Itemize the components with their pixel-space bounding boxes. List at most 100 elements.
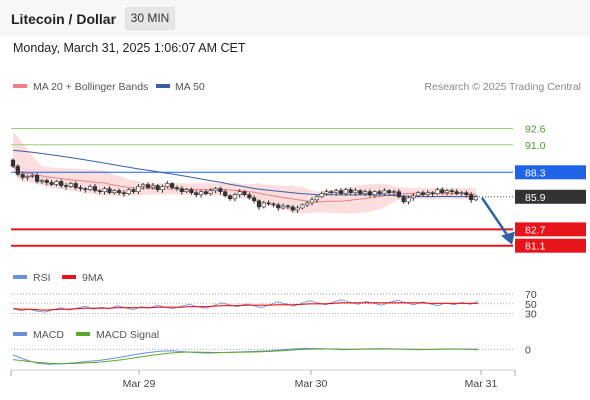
candle-body [208, 190, 213, 195]
candle-body [416, 192, 421, 197]
candle-body [276, 204, 281, 209]
candle-body [73, 183, 78, 188]
candle-body [160, 186, 165, 190]
candle-body [10, 159, 16, 167]
rsi-9ma-line [12, 302, 478, 311]
legend-swatch-macd [13, 332, 27, 336]
candle-body [309, 199, 315, 204]
instrument-title: Litecoin / Dollar [11, 11, 117, 27]
candle-body [189, 189, 194, 193]
candle-body [121, 192, 127, 195]
level-box-85.9 [515, 189, 586, 204]
candle-body [290, 206, 295, 211]
candle-body [305, 202, 310, 206]
legend-label-macd: MACD [33, 329, 64, 341]
macd-line [12, 347, 479, 365]
candle-body [227, 195, 233, 200]
candle-body [102, 188, 107, 192]
legend-label-9ma: 9MA [82, 272, 104, 284]
candle-body [435, 189, 440, 195]
candle-body [218, 188, 223, 192]
candle-body [150, 185, 155, 188]
candle-body [377, 191, 382, 195]
candle-body [30, 175, 35, 177]
legend-label-macd-signal: MACD Signal [96, 329, 159, 341]
candle-body [420, 192, 426, 196]
credit-text: Research © 2025 Trading Central [424, 81, 581, 93]
candle-body [425, 192, 430, 196]
legend-swatch-macd-signal [76, 332, 90, 336]
candle-body [449, 190, 454, 192]
x-tick-label: Mar 30 [295, 378, 328, 390]
level-box-82.7 [515, 222, 586, 237]
candle-body [165, 183, 170, 187]
candle-body [131, 189, 136, 192]
candle-body [117, 190, 122, 193]
candle-body [39, 180, 45, 182]
candle-body [362, 191, 368, 195]
candle-body [92, 186, 98, 191]
candle-body [126, 189, 131, 195]
legend-swatch-ma50 [156, 84, 170, 88]
candle-body [59, 181, 64, 186]
candle-body [353, 190, 358, 193]
level-box-81.1 [515, 238, 586, 253]
candle-body [406, 197, 411, 203]
candle-body [184, 189, 189, 192]
candle-body [348, 189, 353, 193]
rsi-level-label-50: 50 [525, 299, 537, 311]
candle-body [358, 190, 363, 195]
candle-body [78, 187, 83, 189]
candle-body [170, 183, 175, 188]
candle-body [247, 194, 252, 199]
legend-swatch-9ma [62, 275, 76, 279]
candle-body [271, 203, 276, 206]
forecast-arrow-head [501, 231, 515, 245]
level-label-92.6: 92.6 [525, 123, 546, 135]
legend-swatch-rsi [13, 275, 27, 279]
candle-body [473, 196, 479, 201]
level-label-81.1: 81.1 [525, 241, 546, 253]
header-bar: Litecoin / Dollar 30 MIN [0, 0, 590, 36]
rsi-level-label-30: 30 [525, 309, 537, 321]
candle-body [54, 181, 59, 185]
candle-body [314, 196, 319, 201]
candle-body [372, 191, 377, 196]
candle-body [20, 174, 25, 178]
candle-body [194, 192, 199, 196]
candle-body [174, 187, 180, 189]
x-tick-label: Mar 29 [123, 378, 156, 390]
candle-body [280, 205, 286, 209]
legend-label-ma20: MA 20 + Bollinger Bands [33, 81, 148, 93]
rsi-line [12, 299, 479, 313]
level-label-88.3: 88.3 [525, 167, 546, 179]
legend-label-rsi: RSI [33, 272, 51, 284]
candle-body [83, 188, 88, 190]
candle-body [329, 191, 334, 193]
candle-body [285, 205, 291, 208]
candle-body [112, 190, 117, 193]
datetime-label: Monday, March 31, 2025 1:06:07 AM CET [13, 41, 246, 55]
candle-body [107, 188, 112, 193]
candle-body [367, 191, 372, 196]
candle-body [68, 183, 73, 187]
candle-body [213, 188, 218, 191]
candle-body [15, 165, 20, 175]
level-box-88.3 [515, 165, 586, 180]
candle-body [401, 196, 406, 203]
candle-body [396, 191, 401, 198]
candle-body [232, 194, 237, 200]
candle-body [382, 190, 387, 195]
candle-body [136, 186, 141, 192]
candle-body [203, 191, 209, 195]
level-label-82.7: 82.7 [525, 224, 546, 236]
candle-body [141, 184, 146, 187]
candle-body [223, 191, 228, 197]
candle-body [444, 190, 450, 193]
macd-signal-line [12, 348, 479, 365]
candle-body [391, 191, 397, 193]
macd-level-label-0: 0 [525, 344, 531, 356]
candle-body [63, 185, 69, 187]
timeframe-button[interactable]: 30 MIN [125, 7, 175, 30]
